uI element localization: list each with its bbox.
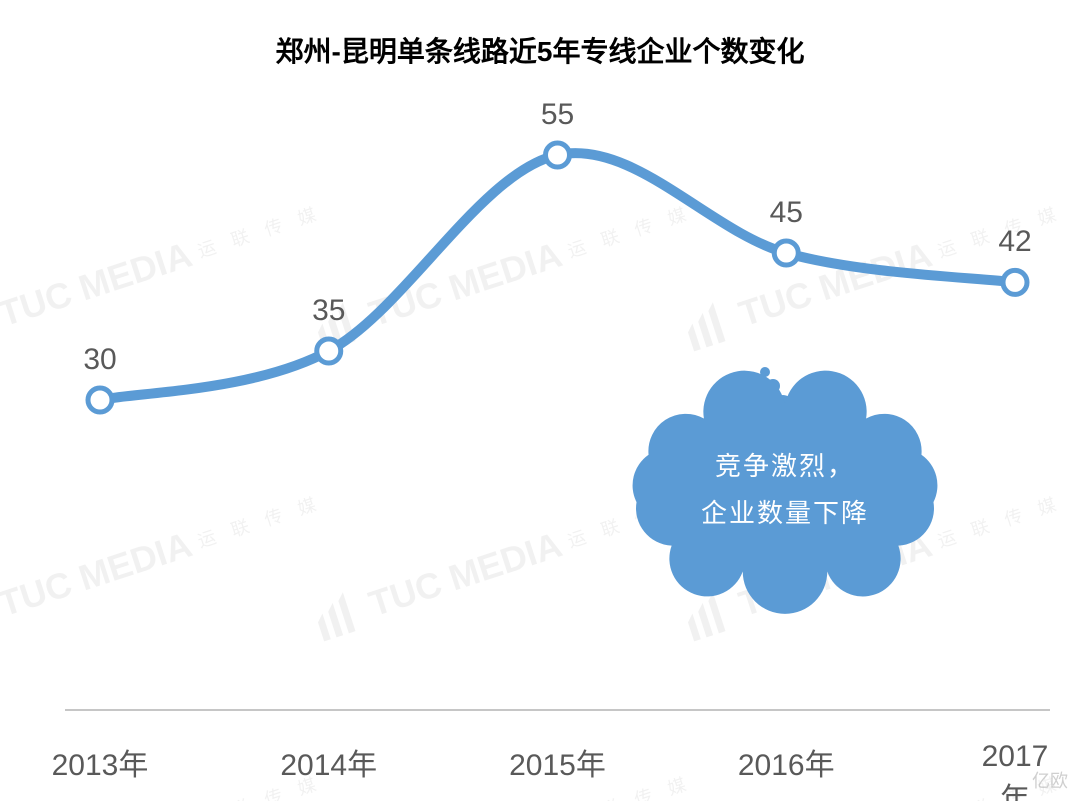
data-marker bbox=[1003, 270, 1027, 294]
chart-container: TUC MEDIA运 联 传 媒TUC MEDIA运 联 传 媒TUC MEDI… bbox=[0, 0, 1080, 801]
data-marker bbox=[317, 339, 341, 363]
x-tick-label: 2013年 bbox=[52, 740, 149, 784]
data-label: 42 bbox=[998, 225, 1031, 259]
x-tick-label: 2014年 bbox=[280, 740, 377, 784]
corner-watermark: 亿欧 bbox=[1032, 767, 1068, 793]
x-tick-label: 2016年 bbox=[738, 740, 835, 784]
data-marker bbox=[774, 241, 798, 265]
data-label: 35 bbox=[312, 294, 345, 328]
data-label: 45 bbox=[770, 196, 803, 230]
series-line bbox=[100, 153, 1015, 400]
data-marker bbox=[88, 388, 112, 412]
markers-group bbox=[88, 143, 1027, 412]
callout-line2: 企业数量下降 bbox=[701, 490, 869, 537]
callout-text: 竞争激烈， 企业数量下降 bbox=[701, 443, 869, 537]
data-marker bbox=[546, 143, 570, 167]
callout-line1: 竞争激烈， bbox=[701, 443, 869, 490]
data-label: 55 bbox=[541, 98, 574, 132]
data-label: 30 bbox=[83, 343, 116, 377]
x-tick-label: 2015年 bbox=[509, 740, 606, 784]
